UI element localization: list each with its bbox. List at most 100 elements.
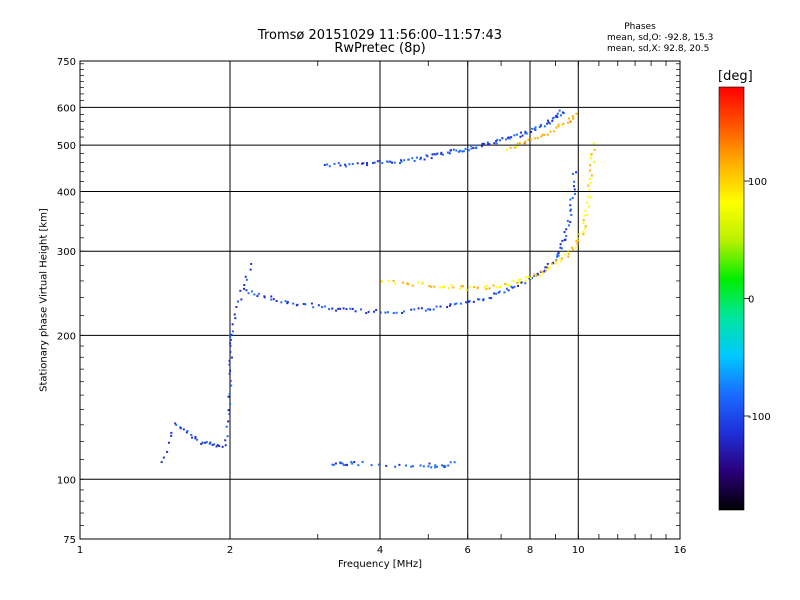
data-point [557, 123, 560, 126]
data-point [457, 150, 460, 153]
data-point [571, 197, 574, 200]
data-point [556, 112, 559, 115]
data-point [570, 213, 573, 216]
data-point [472, 146, 475, 149]
data-point [317, 304, 320, 307]
data-point [516, 281, 519, 284]
data-point [342, 307, 345, 310]
data-point [587, 205, 590, 208]
data-point [588, 188, 591, 191]
data-point [401, 312, 404, 315]
data-point [185, 431, 188, 434]
data-point [467, 149, 470, 152]
data-point [569, 198, 572, 201]
x-axis-ticks: 1 2 4 6 8 10 16 [77, 61, 687, 556]
data-point [419, 156, 422, 159]
x-tick-label: 16 [674, 545, 687, 556]
data-point [191, 436, 194, 439]
data-point [398, 162, 401, 165]
data-point [569, 209, 572, 212]
data-point [249, 268, 252, 271]
data-point [435, 305, 438, 308]
data-point [270, 298, 273, 301]
data-point [208, 442, 211, 445]
data-point [485, 285, 488, 288]
data-point [337, 162, 340, 165]
data-point [527, 276, 530, 279]
data-point [464, 147, 467, 150]
data-point [517, 279, 520, 282]
chart-title: Tromsø 20151029 11:56:00–11:57:43 [257, 28, 503, 43]
data-point [572, 115, 575, 118]
data-point [555, 262, 558, 265]
data-point [442, 286, 445, 289]
data-point [229, 338, 232, 341]
data-point [441, 464, 444, 467]
data-point [345, 464, 348, 467]
data-point [286, 302, 289, 305]
data-point [481, 142, 484, 145]
data-point [564, 238, 567, 241]
data-point [512, 280, 515, 283]
data-point [428, 284, 431, 287]
data-point [228, 359, 231, 362]
data-point [351, 307, 354, 310]
data-point [571, 172, 574, 175]
data-point [415, 156, 418, 159]
data-point [556, 116, 559, 119]
data-point [486, 141, 489, 144]
data-point [310, 302, 313, 305]
data-point [574, 246, 577, 249]
data-point [478, 298, 481, 301]
data-point [392, 312, 395, 315]
colorbar [719, 87, 744, 510]
data-point [544, 269, 547, 272]
data-point [339, 462, 342, 465]
data-point [455, 149, 458, 152]
data-point [499, 285, 502, 288]
data-point [434, 466, 437, 469]
data-point [250, 262, 253, 265]
data-point [331, 307, 334, 310]
data-point [395, 311, 398, 314]
data-point [460, 285, 463, 288]
data-point [384, 311, 387, 314]
data-point [417, 307, 420, 310]
data-point [381, 162, 384, 165]
data-point [234, 317, 237, 320]
data-point [230, 333, 233, 336]
data-point [495, 292, 498, 295]
data-point [576, 242, 579, 245]
y-tick-label: 75 [63, 535, 76, 546]
data-point [529, 278, 532, 281]
data-point [505, 287, 508, 290]
data-point [422, 465, 425, 468]
data-point [573, 192, 576, 195]
data-point [533, 274, 536, 277]
data-point [323, 305, 326, 308]
data-point [407, 282, 410, 285]
data-point [179, 427, 182, 430]
data-point [495, 142, 498, 145]
data-point [344, 163, 347, 166]
data-point [227, 420, 230, 423]
data-point [361, 162, 364, 165]
data-point [434, 153, 437, 156]
data-point [564, 253, 567, 256]
plot-grid [80, 61, 680, 539]
data-point [423, 158, 426, 161]
data-point [560, 247, 563, 250]
data-point [495, 139, 498, 142]
data-point [534, 126, 537, 129]
data-point [569, 204, 572, 207]
data-point [400, 159, 403, 162]
data-point [243, 287, 246, 290]
data-point [167, 441, 170, 444]
data-point [556, 253, 559, 256]
data-point [558, 109, 561, 112]
data-point [475, 144, 478, 147]
data-point [589, 169, 592, 172]
data-point [430, 285, 433, 288]
data-point [473, 286, 476, 289]
